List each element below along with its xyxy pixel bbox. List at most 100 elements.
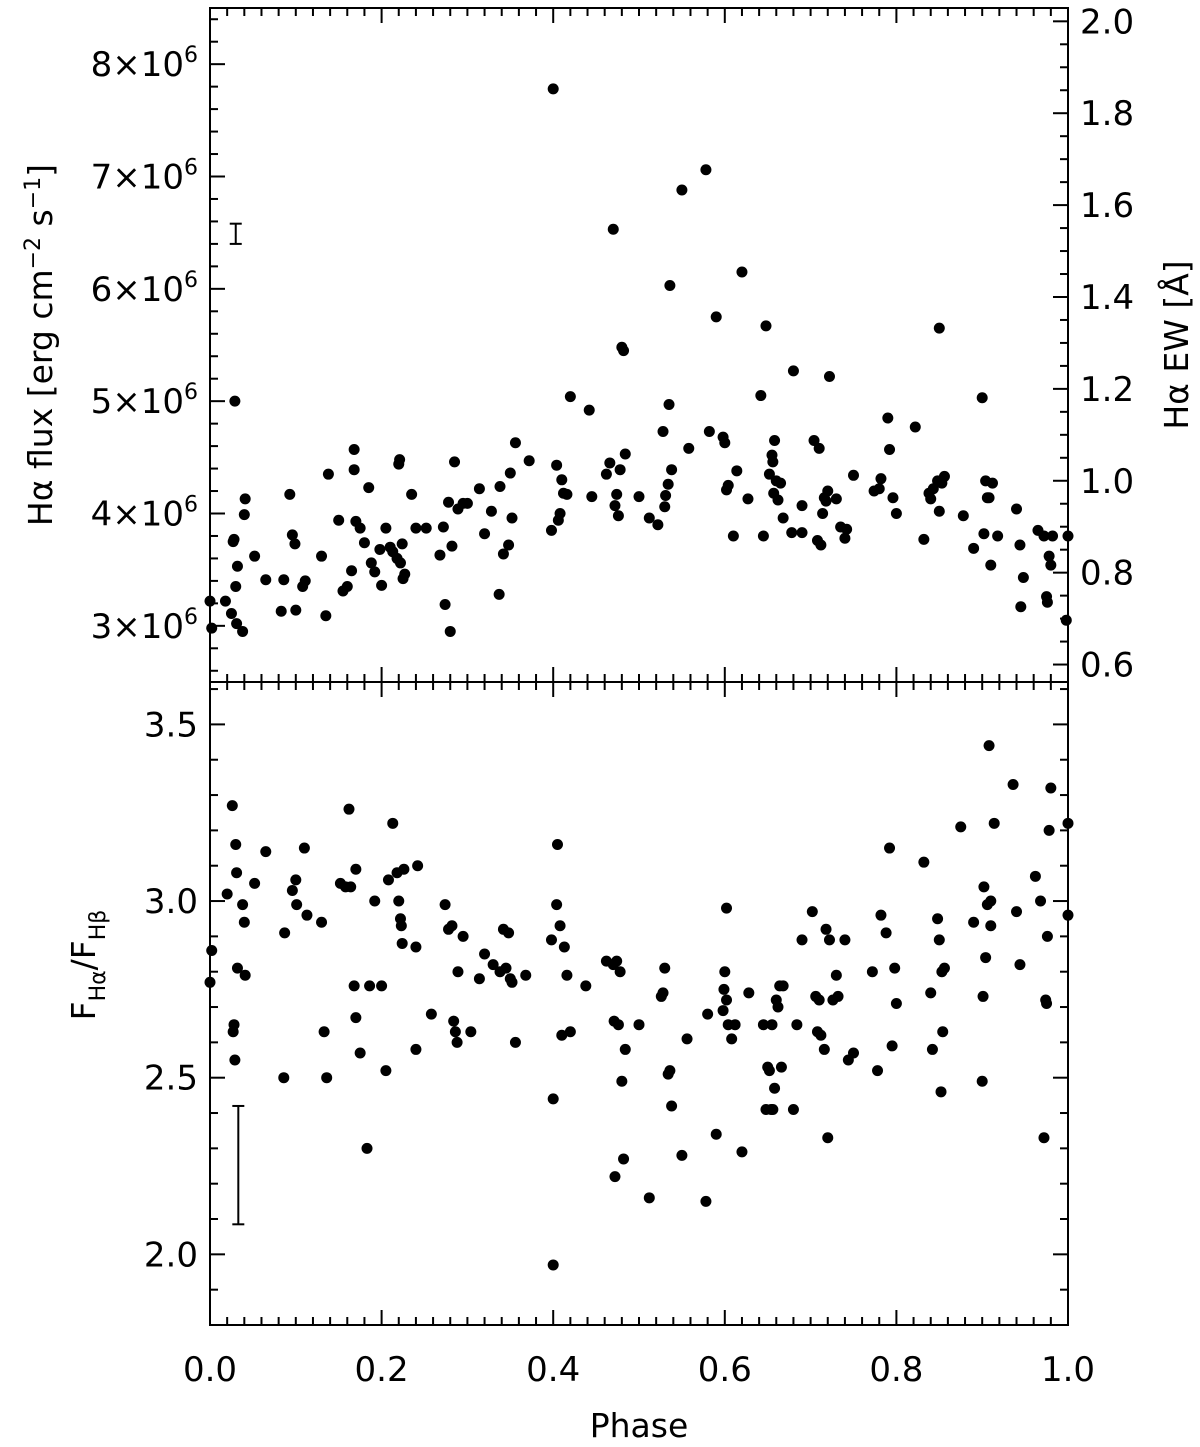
data-point (976, 1075, 988, 1087)
data-point (710, 311, 722, 323)
data-point (249, 877, 261, 889)
top-panel-right-axis-label: Hα EW [Å] (1156, 260, 1196, 429)
y-tick-label: 2.5 (144, 1059, 198, 1099)
data-point (957, 510, 969, 522)
data-point (932, 913, 944, 925)
data-point (659, 962, 671, 974)
data-point (968, 916, 980, 928)
data-point (369, 566, 381, 578)
data-point (729, 1019, 741, 1031)
data-point (204, 976, 216, 988)
data-point (652, 519, 664, 531)
data-point (318, 1026, 330, 1038)
data-point (977, 990, 989, 1002)
data-point (935, 1086, 947, 1098)
data-point (619, 1043, 631, 1055)
data-point (580, 980, 592, 992)
data-point (880, 927, 892, 939)
data-point (230, 839, 242, 851)
data-point (206, 945, 218, 957)
data-point (817, 508, 829, 519)
data-point (443, 496, 455, 508)
data-point (364, 980, 376, 992)
right-y-tick-label: 0.8 (1080, 554, 1134, 594)
data-point (545, 934, 557, 946)
data-point (986, 477, 998, 489)
data-point (882, 412, 894, 424)
data-point (554, 508, 566, 519)
data-point (316, 550, 328, 562)
data-point (556, 474, 568, 486)
data-point (822, 485, 834, 497)
y-tick-label: 4×106 (91, 493, 198, 535)
data-point (702, 1008, 714, 1020)
data-point (298, 842, 310, 854)
data-point (992, 530, 1004, 542)
data-point (449, 1026, 461, 1038)
data-point (666, 464, 678, 476)
data-point (506, 976, 518, 988)
data-point (609, 1171, 621, 1183)
data-point (890, 508, 902, 519)
data-point (583, 404, 595, 416)
data-point (681, 1033, 693, 1045)
data-point (394, 454, 406, 466)
data-point (376, 980, 388, 992)
data-point (633, 491, 645, 503)
data-point (980, 952, 992, 964)
x-tick-label: 1.0 (1041, 1350, 1095, 1390)
data-point (985, 895, 997, 907)
data-point (731, 465, 743, 477)
data-point (721, 902, 733, 914)
data-point (612, 510, 624, 522)
data-point (348, 464, 360, 476)
top-panel-frame (209, 7, 1069, 683)
data-point (226, 800, 238, 812)
data-point (875, 473, 887, 485)
data-point (815, 1029, 827, 1041)
data-point (473, 483, 485, 495)
right-y-tick-label: 1.6 (1080, 186, 1134, 226)
data-point (1011, 503, 1023, 515)
data-point (290, 604, 302, 616)
data-point (839, 934, 851, 946)
data-point (786, 527, 798, 539)
data-point (736, 1146, 748, 1158)
data-point (228, 1019, 240, 1031)
data-point (239, 969, 251, 981)
right-y-tick-label: 2.0 (1080, 2, 1134, 42)
data-point (493, 588, 505, 600)
data-point (434, 549, 446, 561)
data-point (316, 916, 328, 928)
data-point (925, 493, 937, 505)
data-point (1041, 596, 1053, 608)
data-point (926, 1043, 938, 1055)
data-point (238, 916, 250, 928)
data-point (918, 533, 930, 545)
data-point (815, 539, 827, 551)
data-point (937, 1026, 949, 1038)
y-tick-label: 7×106 (91, 156, 198, 198)
data-point (229, 395, 241, 407)
data-point (551, 899, 563, 911)
data-point (380, 522, 392, 534)
data-point (772, 1001, 784, 1013)
data-point (275, 605, 287, 617)
data-point (1043, 550, 1055, 562)
data-point (204, 595, 216, 607)
bottom-panel-points (204, 740, 1074, 1271)
data-point (398, 863, 410, 875)
data-point (808, 434, 820, 446)
data-point (350, 863, 362, 875)
data-point (884, 842, 896, 854)
right-y-tick-label: 1.8 (1080, 94, 1134, 134)
data-point (619, 448, 631, 460)
data-point (564, 1026, 576, 1038)
data-point (719, 966, 731, 978)
data-point (664, 1065, 676, 1077)
data-point (260, 846, 272, 858)
data-point (500, 962, 512, 974)
bottom-panel-error-bar (232, 1104, 245, 1226)
data-point (299, 575, 311, 587)
